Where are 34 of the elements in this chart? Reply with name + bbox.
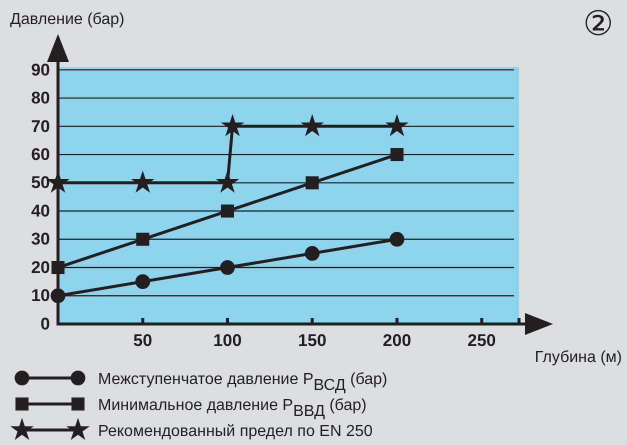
y-tick-label: 20 <box>31 258 50 277</box>
point <box>390 232 404 247</box>
y-tick-label: 40 <box>31 201 50 220</box>
legend-label: Рекомендованный предел по EN 250 <box>98 423 373 440</box>
point <box>50 288 66 304</box>
point <box>385 114 409 136</box>
text: ② <box>583 5 613 43</box>
x-tick-label: 200 <box>382 331 412 350</box>
point <box>216 170 240 193</box>
x-tick-label: 150 <box>298 331 326 350</box>
point <box>131 170 154 193</box>
y-tick-label: 0 <box>40 314 50 334</box>
x-axis-title: Глубина (м) <box>534 349 622 366</box>
y-tick-label: 10 <box>31 286 50 306</box>
point <box>135 274 150 289</box>
point <box>306 176 319 190</box>
y-tick-label: 90 <box>31 60 50 80</box>
point <box>220 204 234 218</box>
x-tick-label: 250 <box>468 331 496 350</box>
y-tick-label: 30 <box>31 230 50 249</box>
point <box>136 232 150 246</box>
point <box>220 114 244 136</box>
y-tick-label: 80 <box>31 88 50 108</box>
point <box>390 148 404 162</box>
point <box>220 260 235 275</box>
y-tick-label: 70 <box>31 116 50 136</box>
y-tick-label: 50 <box>31 173 50 192</box>
y-tick-label: 60 <box>31 144 50 164</box>
y-axis-title: Давление (бар) <box>10 11 124 28</box>
point <box>300 114 324 136</box>
point <box>304 246 320 261</box>
point <box>51 260 65 274</box>
x-tick-label: 100 <box>213 331 242 350</box>
x-tick-label: 50 <box>133 331 152 350</box>
